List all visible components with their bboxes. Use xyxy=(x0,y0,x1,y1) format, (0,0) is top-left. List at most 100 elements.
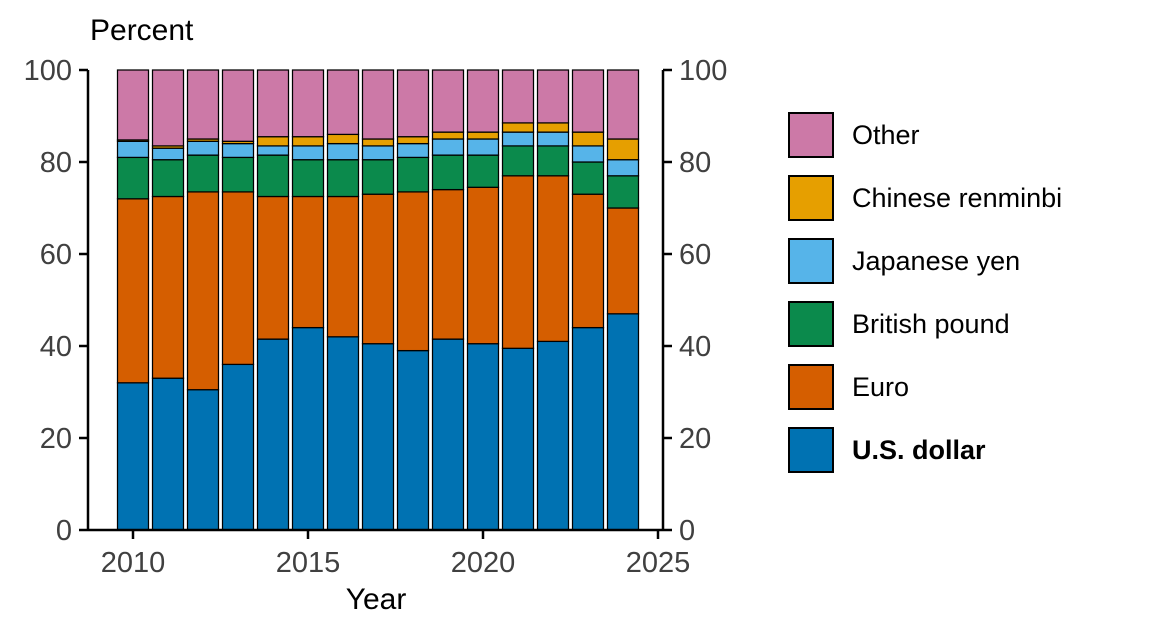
bar-segment xyxy=(431,188,465,340)
bar-segment xyxy=(256,154,290,198)
bar-segment xyxy=(536,145,570,177)
x-tick-label: 2025 xyxy=(626,547,691,579)
bar-segment xyxy=(536,131,570,147)
y-tick-label: 20 xyxy=(40,423,72,455)
legend-label: Euro xyxy=(852,371,910,402)
bar-segment xyxy=(606,69,640,140)
y-tick-label: 100 xyxy=(679,55,727,87)
bar-segment xyxy=(116,156,150,200)
bar-segment xyxy=(501,69,535,124)
bar-segment xyxy=(501,145,535,177)
bar-segment xyxy=(606,313,640,531)
y-tick-label: 100 xyxy=(24,55,72,87)
y-tick-label: 0 xyxy=(679,515,695,547)
bar-segment xyxy=(361,138,395,147)
bar-segment xyxy=(326,195,360,338)
bar-segment xyxy=(151,147,185,161)
y-tick-label: 60 xyxy=(679,239,711,271)
legend-swatch xyxy=(788,364,834,410)
x-tick-label: 2020 xyxy=(451,547,516,579)
bar-segment xyxy=(396,191,430,352)
bar-segment xyxy=(431,131,465,140)
bar-segment xyxy=(361,145,395,161)
legend-swatch xyxy=(788,427,834,473)
x-axis-title: Year xyxy=(345,583,407,616)
bar-segment xyxy=(361,343,395,531)
bar-segment xyxy=(326,142,360,161)
bar-segment xyxy=(221,142,255,159)
bar-segment xyxy=(466,131,500,140)
bar-segment xyxy=(536,69,570,124)
bar-segment xyxy=(186,140,220,156)
bar-segment xyxy=(431,138,465,156)
bar-segment xyxy=(186,191,220,391)
legend-swatch xyxy=(788,175,834,221)
bar-segment xyxy=(396,156,430,193)
bar-segment xyxy=(116,198,150,384)
legend-item: Chinese renminbi xyxy=(788,175,1062,221)
bar-segment xyxy=(466,69,500,133)
bar-segment xyxy=(571,69,605,133)
legend-label: Chinese renminbi xyxy=(852,182,1063,213)
bar-segment xyxy=(291,195,325,329)
bar-segment xyxy=(606,207,640,315)
bar-segment xyxy=(361,69,395,140)
y-tick-label: 40 xyxy=(40,331,72,363)
bar-segment xyxy=(116,69,150,141)
bar-segment xyxy=(606,138,640,161)
bar-segment xyxy=(326,159,360,198)
bar-segment xyxy=(466,154,500,188)
bar-segment xyxy=(186,154,220,193)
bar-segment xyxy=(256,69,290,138)
y-tick-label: 40 xyxy=(679,331,711,363)
bar-segment xyxy=(151,159,185,198)
legend-label: Other xyxy=(852,119,920,150)
bar-segment xyxy=(571,161,605,195)
legend-swatch xyxy=(788,301,834,347)
bar-segment xyxy=(186,69,220,140)
bar-segment xyxy=(116,140,150,159)
bar-segment xyxy=(501,131,535,147)
bar-segment xyxy=(571,326,605,531)
y-tick-label: 60 xyxy=(40,239,72,271)
bar-segment xyxy=(256,338,290,531)
y-tick-label: 80 xyxy=(679,147,711,179)
y-tick-label: 0 xyxy=(56,515,72,547)
legend-item: Other xyxy=(788,112,1062,158)
bar-segment xyxy=(221,363,255,531)
y-tick-label: 20 xyxy=(679,423,711,455)
legend-swatch xyxy=(788,112,834,158)
bar-segment xyxy=(151,195,185,379)
legend-label: British pound xyxy=(852,308,1010,339)
y-tick-label: 80 xyxy=(40,147,72,179)
bar-segment xyxy=(186,389,220,531)
legend-item: U.S. dollar xyxy=(788,427,1062,473)
y-axis-title: Percent xyxy=(90,14,194,47)
bar-segment xyxy=(151,69,185,147)
bar-segment xyxy=(396,136,430,145)
bar-segment xyxy=(291,145,325,161)
bar-segment xyxy=(291,136,325,147)
bar-segment xyxy=(291,159,325,198)
legend-item: Japanese yen xyxy=(788,238,1062,284)
legend-label: Japanese yen xyxy=(852,245,1021,276)
bar-segment xyxy=(221,69,255,142)
x-tick-label: 2015 xyxy=(276,547,341,579)
bar-segment xyxy=(361,159,395,195)
legend-label: U.S. dollar xyxy=(852,434,986,465)
bar-segment xyxy=(466,343,500,531)
bar-segment xyxy=(256,136,290,147)
x-tick-label: 2010 xyxy=(101,547,166,579)
bar-segment xyxy=(606,175,640,209)
bar-segment xyxy=(501,122,535,133)
bar-segment xyxy=(291,326,325,531)
bar-segment xyxy=(361,193,395,345)
bar-segment xyxy=(536,122,570,133)
bar-segment xyxy=(326,133,360,145)
bar-segment xyxy=(221,156,255,193)
bar-segment xyxy=(571,131,605,147)
bar-segment xyxy=(326,69,360,136)
bar-segment xyxy=(291,69,325,138)
